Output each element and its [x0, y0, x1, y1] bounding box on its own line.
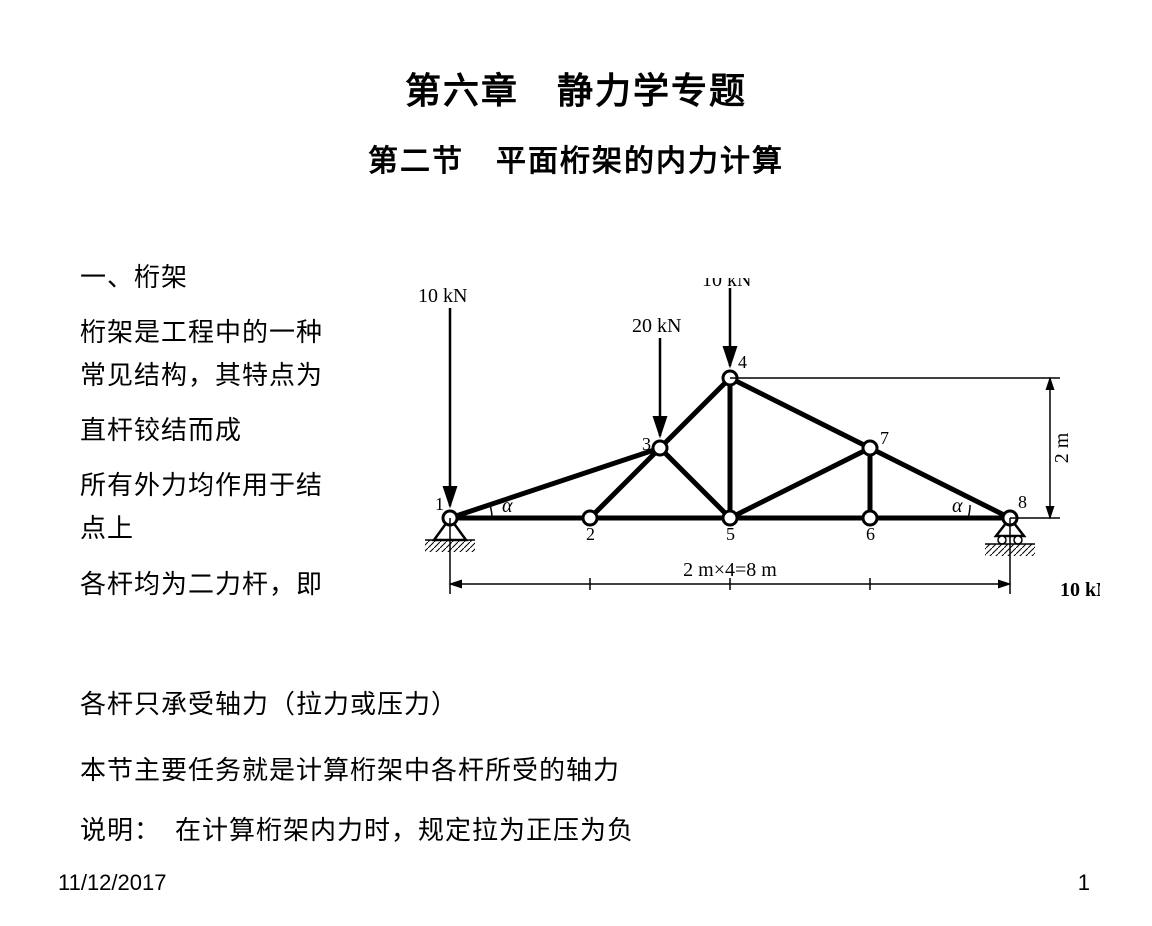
- svg-text:6: 6: [866, 524, 875, 544]
- svg-text:α: α: [952, 495, 963, 517]
- svg-text:8: 8: [1018, 492, 1027, 512]
- para-6: 说明： 在计算桁架内力时，规定拉为正压为负: [80, 810, 634, 847]
- svg-text:7: 7: [880, 428, 889, 448]
- svg-text:10 kN: 10 kN: [1060, 579, 1100, 601]
- svg-text:3: 3: [642, 434, 651, 454]
- svg-text:10 kN: 10 kN: [702, 278, 751, 291]
- para-4: 各杆均为二力杆，即: [80, 567, 420, 602]
- para-2: 直杆铰结而成: [80, 413, 420, 448]
- para-3a: 所有外力均作用于结: [80, 468, 420, 503]
- svg-text:α: α: [502, 495, 513, 517]
- para-3b: 点上: [80, 511, 420, 546]
- svg-text:2 m×4=8 m: 2 m×4=8 m: [683, 559, 777, 581]
- footer-page: 1: [1078, 870, 1090, 896]
- svg-text:1: 1: [435, 494, 444, 514]
- para-1a: 桁架是工程中的一种: [80, 315, 420, 350]
- svg-text:2 m: 2 m: [1051, 432, 1073, 463]
- svg-text:5: 5: [726, 524, 735, 544]
- section-title: 第二节 平面桁架的内力计算: [0, 136, 1152, 180]
- svg-text:2: 2: [586, 524, 595, 544]
- heading-1: 一、桁架: [80, 260, 420, 295]
- truss-diagram: α α 10 kN 20 kN 10 kN 1 2 3 4 5 6 7 8 2 m×4=8 m 2 m 10 …: [380, 278, 1100, 638]
- para-5: 本节主要任务就是计算桁架中各杆所受的轴力: [80, 750, 620, 787]
- footer-date: 11/12/2017: [58, 870, 166, 896]
- para-4-full: 各杆只承受轴力（拉力或压力）: [80, 684, 458, 721]
- svg-text:4: 4: [738, 352, 747, 372]
- chapter-title: 第六章 静力学专题: [0, 62, 1152, 114]
- svg-text:20 kN: 20 kN: [632, 315, 681, 337]
- para-1b: 常见结构，其特点为: [80, 358, 420, 393]
- left-text-block: 一、桁架 桁架是工程中的一种 常见结构，其特点为 直杆铰结而成 所有外力均作用于…: [80, 260, 420, 622]
- svg-text:10 kN: 10 kN: [418, 285, 467, 307]
